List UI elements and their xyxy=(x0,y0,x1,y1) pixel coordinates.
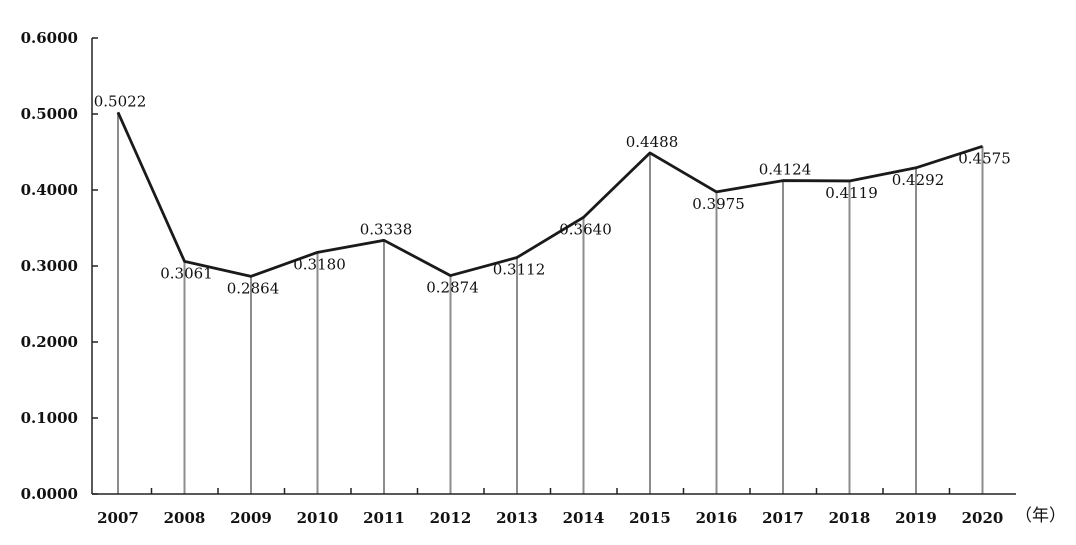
data-label: 0.4292 xyxy=(892,171,945,189)
x-tick-label: 2017 xyxy=(762,509,804,527)
data-label: 0.3640 xyxy=(559,220,612,238)
x-ticks: 2007 2008 2009 2010 2011 2012 2013 2014 2015 2016… xyxy=(97,488,1003,527)
drop-lines xyxy=(117,112,984,494)
x-tick-label: 2013 xyxy=(496,509,538,527)
y-tick-label: 0.5000 xyxy=(21,105,78,123)
data-label: 0.3112 xyxy=(493,260,546,278)
x-tick-label: 2009 xyxy=(230,509,272,527)
x-axis-unit-label: （年） xyxy=(1015,506,1066,526)
y-tick-label: 0.4000 xyxy=(21,181,78,199)
data-label: 0.4575 xyxy=(958,149,1011,167)
axes xyxy=(91,38,1016,495)
series-line xyxy=(116,111,983,278)
x-tick-label: 2010 xyxy=(297,509,339,527)
x-tick-label: 2016 xyxy=(696,509,738,527)
data-label: 0.3180 xyxy=(293,255,346,273)
data-label: 0.4488 xyxy=(626,133,679,151)
x-tick-label: 2008 xyxy=(164,509,206,527)
x-tick-label: 2018 xyxy=(829,509,871,527)
y-tick-label: 0.0000 xyxy=(21,485,78,503)
x-tick-label: 2014 xyxy=(563,509,605,527)
data-label: 0.4119 xyxy=(825,184,878,202)
y-tick-label: 0.1000 xyxy=(21,409,78,427)
data-label: 0.3061 xyxy=(160,264,213,282)
data-labels: 0.5022 0.3061 0.2864 0.3180 0.3338 0.2874 0.31… xyxy=(94,92,1011,297)
data-label: 0.2874 xyxy=(426,279,479,297)
data-label: 0.3975 xyxy=(692,195,745,213)
y-ticks: 0.0000 0.1000 0.2000 0.3000 0.4000 0.5000 0.60… xyxy=(21,29,98,503)
y-tick-label: 0.6000 xyxy=(21,29,78,47)
y-tick-label: 0.2000 xyxy=(21,333,78,351)
y-tick-label: 0.3000 xyxy=(21,257,78,275)
data-label: 0.3338 xyxy=(360,220,413,238)
x-tick-label: 2020 xyxy=(962,509,1004,527)
x-tick-label: 2011 xyxy=(363,509,405,527)
x-tick-label: 2019 xyxy=(895,509,937,527)
data-label: 0.5022 xyxy=(94,92,147,110)
x-tick-label: 2015 xyxy=(629,509,671,527)
x-tick-label: 2012 xyxy=(430,509,472,527)
data-label: 0.2864 xyxy=(227,279,280,297)
x-tick-label: 2007 xyxy=(97,509,139,527)
data-label: 0.4124 xyxy=(759,161,812,179)
